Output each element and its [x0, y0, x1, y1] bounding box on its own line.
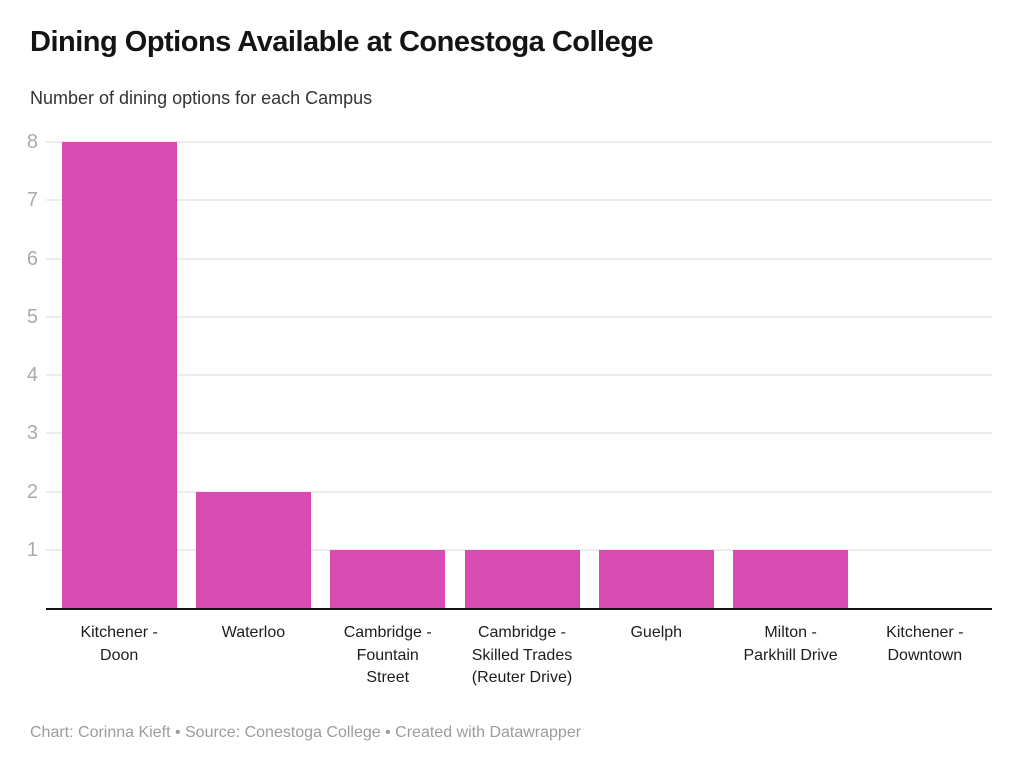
bar-waterloo: [195, 491, 311, 608]
chart-title: Dining Options Available at Conestoga Co…: [30, 26, 654, 58]
bar-cambridge-fountain-street: [330, 549, 446, 608]
gridline-y-6: [46, 257, 992, 260]
bar-kitchener-doon: [61, 142, 177, 608]
gridline-y-7: [46, 199, 992, 202]
y-axis-tick-label-7: 7: [26, 189, 38, 212]
x-axis-category-label: Cambridge - Skilled Trades (Reuter Drive…: [471, 624, 573, 687]
plot-area: 1 2 3 4 5 6 7 8 Kitchener - Doon Waterloo Cambridg…: [27, 131, 992, 686]
gridline-y-5: [46, 315, 992, 318]
x-axis-category-label: Cambridge - Fountain Street: [343, 624, 432, 687]
bar-milton-parkhill-drive: [733, 549, 849, 608]
gridline-y-8: [46, 141, 992, 143]
bar-guelph: [598, 549, 714, 608]
x-axis-baseline: [46, 608, 992, 610]
gridline-y-2: [46, 490, 992, 493]
y-axis-tick-label-4: 4: [26, 364, 38, 386]
gridline-y-3: [46, 432, 992, 435]
gridline-y-4: [46, 374, 992, 376]
y-axis-tick-label-3: 3: [26, 422, 38, 445]
y-axis-tick-label-2: 2: [26, 480, 38, 503]
chart-footer-credit: Chart: Corinna Kieft • Source: Conestoga…: [30, 724, 582, 741]
y-axis-tick-label-6: 6: [26, 247, 38, 270]
x-axis-category-label: Guelph: [630, 624, 683, 641]
x-axis-category-label: Waterloo: [221, 624, 286, 641]
y-axis-tick-label-1: 1: [26, 538, 38, 561]
x-axis-category-label: Kitchener - Downtown: [886, 624, 964, 664]
x-axis-category-label: Milton - Parkhill Drive: [743, 624, 838, 664]
x-axis-category-label: Kitchener - Doon: [80, 624, 158, 664]
y-axis-tick-label-5: 5: [26, 305, 38, 328]
bar-cambridge-skilled-trades-reuter-drive: [464, 549, 580, 608]
chart-subtitle: Number of dining options for each Campus: [30, 88, 373, 108]
y-axis-tick-label-8: 8: [26, 131, 38, 153]
